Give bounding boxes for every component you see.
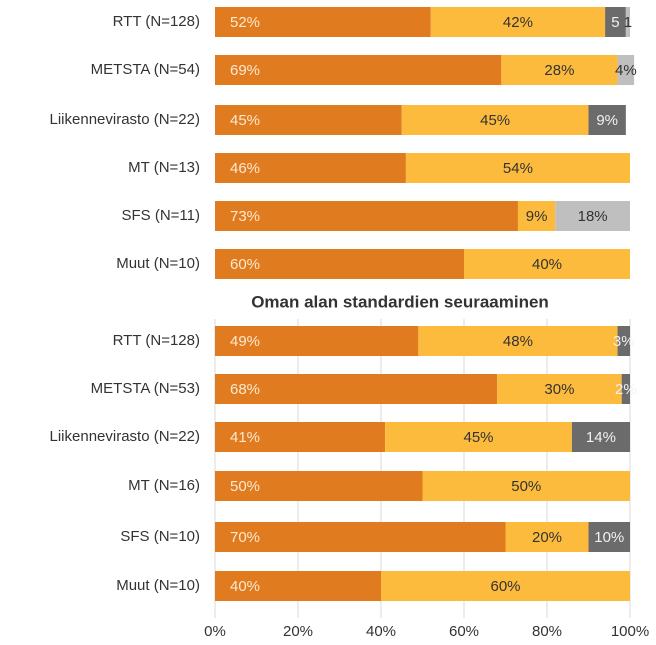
data-label: 49% [230, 333, 260, 350]
data-label: 52% [230, 14, 260, 31]
data-label: 45% [230, 112, 260, 129]
category-label: Liikennevirasto (N=22) [50, 111, 201, 128]
bar-segment [505, 522, 589, 552]
bar-segment [588, 522, 630, 552]
data-label: 45% [464, 429, 494, 446]
bar-segment [571, 422, 630, 452]
data-label: 54% [503, 160, 533, 177]
x-tick-label: 80% [532, 623, 562, 640]
x-tick-label: 0% [204, 623, 226, 640]
data-label: 10% [594, 529, 624, 546]
bar-segment [215, 249, 464, 279]
data-label: 50% [230, 478, 260, 495]
bar-segment [430, 7, 606, 37]
data-label: 20% [532, 529, 562, 546]
bar-segment [215, 201, 518, 231]
data-label: 4% [615, 62, 637, 79]
data-label: 42% [503, 14, 533, 31]
bar-segment [418, 326, 618, 356]
x-tick-label: 60% [449, 623, 479, 640]
bar-segment [215, 471, 423, 501]
data-label: 5 [611, 14, 619, 31]
category-label: SFS (N=10) [120, 528, 200, 545]
bar-segment [381, 571, 630, 601]
category-label: METSTA (N=54) [91, 61, 200, 78]
category-label: SFS (N=11) [122, 207, 201, 224]
bar-segment [617, 326, 630, 356]
x-tick-label: 100% [611, 623, 649, 640]
bar-segment [621, 374, 630, 404]
data-label: 9% [526, 208, 548, 225]
bar-segment [464, 249, 630, 279]
category-label: Muut (N=10) [116, 577, 200, 594]
data-label: 69% [230, 62, 260, 79]
chart-title: Oman alan standardien seuraaminen [251, 292, 549, 311]
bar-segment [555, 201, 630, 231]
category-label: MT (N=13) [128, 159, 200, 176]
data-label: 28% [544, 62, 574, 79]
data-label: 68% [230, 381, 260, 398]
category-label: MT (N=16) [128, 477, 200, 494]
data-label: 18% [578, 208, 608, 225]
bar-segment [501, 55, 618, 85]
data-label: 40% [532, 256, 562, 273]
bar-segment [215, 105, 402, 135]
bar-segment [517, 201, 556, 231]
bar-segment [215, 522, 506, 552]
category-label: RTT (N=128) [113, 332, 200, 349]
bar-segment [405, 153, 630, 183]
bar-segment [385, 422, 572, 452]
data-label: 50% [511, 478, 541, 495]
bar-segment [422, 471, 630, 501]
bar-segment [215, 326, 419, 356]
category-label: Liikennevirasto (N=22) [50, 428, 201, 445]
data-label: 40% [230, 578, 260, 595]
data-label: 46% [230, 160, 260, 177]
bar-segment [215, 571, 381, 601]
data-label: 41% [230, 429, 260, 446]
x-tick-label: 20% [283, 623, 313, 640]
category-label: RTT (N=128) [113, 13, 200, 30]
bar-segment [625, 7, 630, 37]
data-label: 60% [490, 578, 520, 595]
data-label: 3% [613, 333, 635, 350]
data-label: 73% [230, 208, 260, 225]
bar-segment [215, 55, 502, 85]
bar-segment [605, 7, 626, 37]
bar-segment [497, 374, 622, 404]
data-label: 9% [596, 112, 618, 129]
bar-segment [215, 422, 386, 452]
data-label: 60% [230, 256, 260, 273]
bar-segment [215, 374, 498, 404]
bar-segment [588, 105, 626, 135]
x-tick-label: 40% [366, 623, 396, 640]
data-label: 30% [544, 381, 574, 398]
category-label: Muut (N=10) [116, 255, 200, 272]
bar-segment [401, 105, 589, 135]
data-label: 48% [503, 333, 533, 350]
bar-segment [215, 153, 406, 183]
data-label: 70% [230, 529, 260, 546]
data-label: 2% [615, 381, 637, 398]
category-label: METSTA (N=53) [91, 380, 200, 397]
data-label: 14% [586, 429, 616, 446]
bar-segment [215, 7, 431, 37]
data-label: 1 [624, 14, 632, 31]
data-label: 45% [480, 112, 510, 129]
bar-segment [617, 55, 635, 85]
